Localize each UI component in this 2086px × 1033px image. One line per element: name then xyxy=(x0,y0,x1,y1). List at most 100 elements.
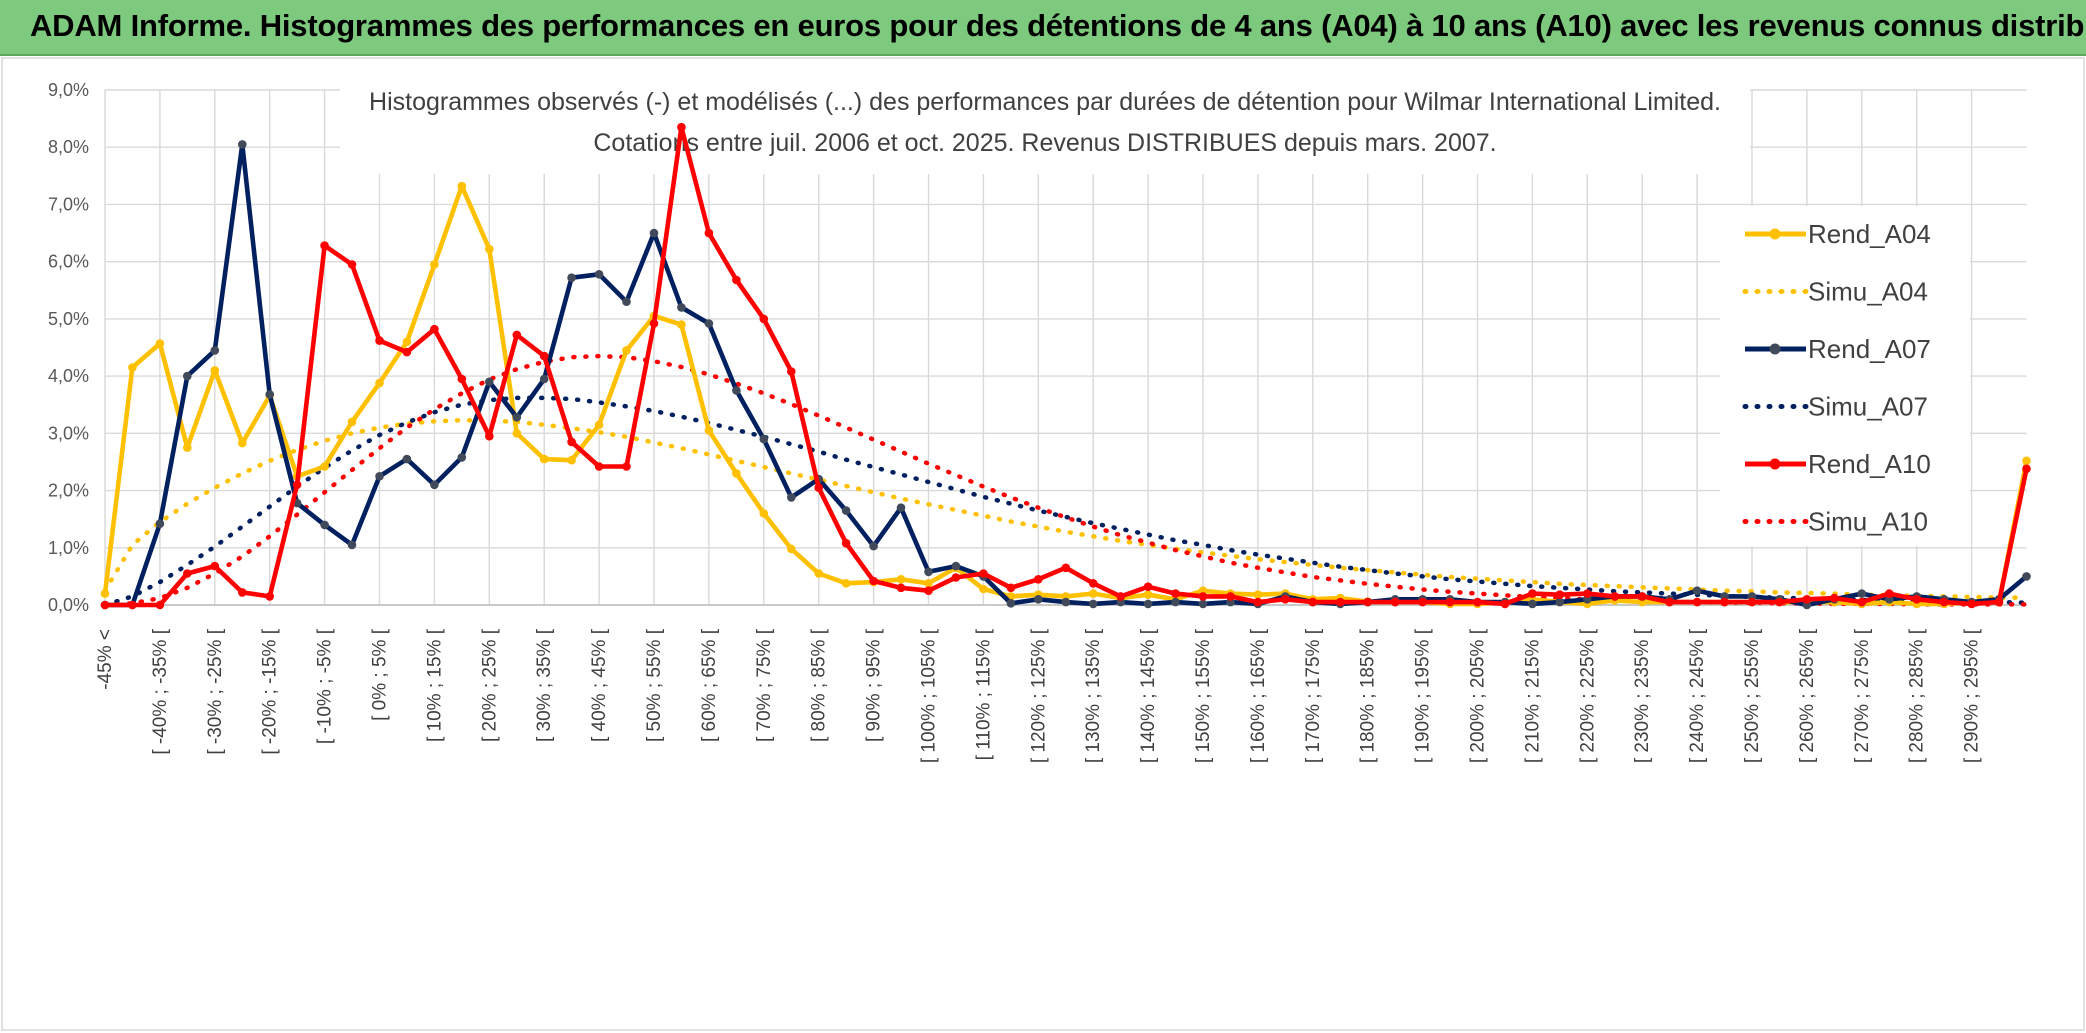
y-tick-label: 3,0% xyxy=(48,423,89,443)
x-tick-label: [ 50% ; 55% [ xyxy=(644,628,665,742)
x-tick-label: [ 230% ; 235% [ xyxy=(1632,628,1653,763)
data-point xyxy=(265,390,275,399)
data-point xyxy=(594,270,604,279)
data-point xyxy=(1528,589,1537,598)
x-tick-label: [ 180% ; 185% [ xyxy=(1358,628,1379,763)
data-point xyxy=(924,586,933,595)
data-point xyxy=(1143,590,1153,599)
y-axis-ticks: 0,0% 1,0% 2,0% 3,0% 4,0% 5,0% 6,0% 7,0% 8,0% 9,0% xyxy=(48,80,89,615)
data-point xyxy=(1418,597,1427,607)
x-tick-label: [ 150% ; 155% [ xyxy=(1193,628,1214,763)
data-point xyxy=(1061,563,1071,573)
data-point xyxy=(677,122,686,132)
data-point xyxy=(1637,592,1647,601)
x-tick-label: [ 100% ; 105% [ xyxy=(919,628,940,763)
data-point xyxy=(375,472,384,481)
y-tick-label: 0,0% xyxy=(48,595,89,615)
data-point xyxy=(155,600,165,610)
data-point xyxy=(677,320,686,329)
data-point xyxy=(1528,599,1537,609)
data-point xyxy=(2022,572,2031,581)
data-point xyxy=(1473,597,1482,607)
data-point xyxy=(1034,575,1043,584)
data-point xyxy=(1692,597,1702,607)
x-tick-label: [ 20% ; 25% [ xyxy=(479,628,500,742)
data-point xyxy=(155,519,165,528)
data-point xyxy=(979,569,988,578)
data-point xyxy=(1857,589,1867,598)
data-point xyxy=(567,455,576,465)
data-point xyxy=(1281,595,1290,604)
data-point xyxy=(1747,597,1757,607)
x-tick-label: [ 80% ; 85% [ xyxy=(809,628,830,742)
legend-background xyxy=(1720,206,1970,546)
data-point xyxy=(1775,597,1784,607)
data-point xyxy=(1610,592,1620,601)
series-line xyxy=(102,395,2029,608)
series-Rend_A10 xyxy=(100,122,2031,610)
data-point xyxy=(704,426,714,435)
x-tick-label: [ 210% ; 215% [ xyxy=(1522,628,1543,763)
data-point xyxy=(2022,464,2031,474)
data-point xyxy=(1390,597,1400,607)
y-tick-label: 2,0% xyxy=(48,481,89,501)
data-point xyxy=(183,371,192,381)
legend-marker xyxy=(1769,343,1781,355)
data-point xyxy=(1336,597,1345,607)
data-point xyxy=(1088,579,1098,588)
data-point xyxy=(512,429,522,438)
data-point xyxy=(320,520,329,530)
x-tick-label: -45% < xyxy=(95,629,116,690)
legend-label: Rend_A10 xyxy=(1808,449,1931,479)
y-tick-label: 9,0% xyxy=(48,80,89,100)
report-title: ADAM Informe. Histogrammes des performan… xyxy=(30,8,2086,43)
data-point xyxy=(485,431,494,441)
data-point xyxy=(100,600,110,610)
data-point xyxy=(1308,597,1318,607)
data-point xyxy=(1034,595,1043,604)
chart-title-background xyxy=(340,78,1750,174)
x-tick-label: [ 260% ; 265% [ xyxy=(1797,628,1818,763)
x-tick-label: [ 60% ; 65% [ xyxy=(699,628,720,742)
data-point xyxy=(1061,597,1071,607)
data-point xyxy=(732,469,741,478)
legend-label: Simu_A07 xyxy=(1808,392,1928,422)
data-point xyxy=(457,453,467,462)
x-tick-label: [ 290% ; 295% [ xyxy=(1962,628,1983,763)
data-point xyxy=(347,260,357,269)
data-point xyxy=(1555,597,1565,607)
x-tick-label: [ 240% ; 245% [ xyxy=(1687,628,1708,763)
data-point xyxy=(402,337,412,347)
data-point xyxy=(155,339,165,348)
data-point xyxy=(1171,597,1180,607)
x-tick-label: [ 90% ; 95% [ xyxy=(864,628,885,742)
data-point xyxy=(1116,592,1125,601)
data-point xyxy=(759,314,769,324)
data-point xyxy=(1665,597,1674,607)
data-point xyxy=(183,443,192,452)
data-point xyxy=(787,544,796,554)
data-point xyxy=(594,462,604,471)
data-point xyxy=(787,493,796,502)
data-point xyxy=(347,417,357,427)
x-tick-label: [ 0% ; 5% [ xyxy=(370,628,391,721)
data-point xyxy=(292,480,302,490)
data-point xyxy=(265,592,275,601)
data-point xyxy=(485,377,494,387)
x-tick-label: [ -20% ; -15% [ xyxy=(260,628,281,754)
x-tick-label: [ 110% ; 115% [ xyxy=(973,628,994,760)
y-tick-label: 6,0% xyxy=(48,252,89,272)
data-point xyxy=(924,579,933,588)
data-point xyxy=(1857,597,1867,607)
data-point xyxy=(649,228,659,238)
data-point xyxy=(100,589,110,598)
data-point xyxy=(951,561,961,571)
data-point xyxy=(1500,599,1510,609)
data-point xyxy=(1692,586,1702,595)
data-point xyxy=(1006,599,1016,608)
data-point xyxy=(1088,599,1098,609)
legend-item-Simu_A04: Simu_A04 xyxy=(1742,277,1928,307)
data-point xyxy=(841,579,851,588)
data-point xyxy=(320,241,329,250)
x-tick-label: [ 200% ; 205% [ xyxy=(1468,628,1489,763)
